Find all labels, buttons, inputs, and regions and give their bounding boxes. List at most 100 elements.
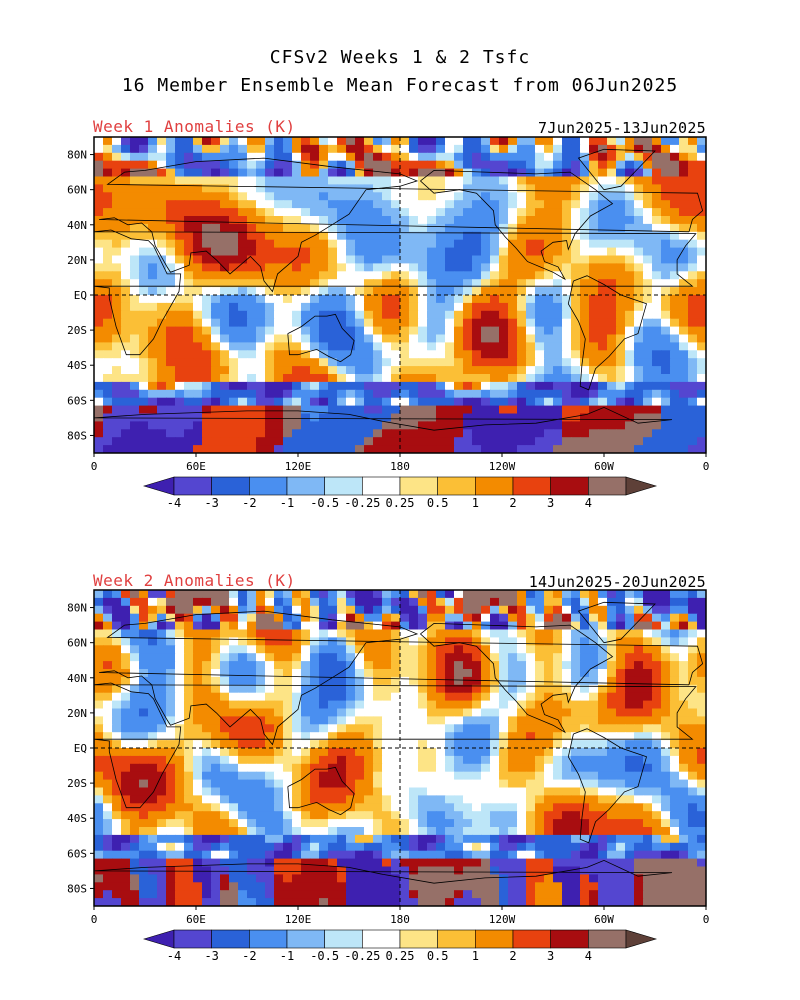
lat-tick-label: 80S: [67, 882, 87, 895]
colorbar-swatch: [362, 476, 401, 496]
colorbar-tick-label: -4: [167, 496, 181, 510]
colorbar: -4 -3 -2 -1 -0.5 -0.25 0.25 0.5 1 2 3 4: [142, 929, 658, 963]
panel-2-dates: 14Jun2025-20Jun2025: [528, 573, 706, 591]
colorbar-tick-label: -2: [242, 949, 256, 963]
colorbar-tick-label: 2: [509, 496, 516, 510]
colorbar-tick-label: -3: [204, 496, 218, 510]
figure-subtitle: 16 Member Ensemble Mean Forecast from 06…: [121, 75, 679, 96]
lon-tick-label: 60E: [186, 460, 206, 473]
colorbar-tick-label: 3: [547, 496, 554, 510]
colorbar-low-arrow: [142, 476, 175, 496]
colorbar: -4 -3 -2 -1 -0.5 -0.25 0.25 0.5 1 2 3 4: [142, 476, 658, 510]
colorbar-tick-label: -0.25: [344, 949, 380, 963]
lon-tick-label: 0: [91, 460, 98, 473]
lon-tick-label: 120W: [489, 460, 516, 473]
colorbar-tick-label: 4: [585, 949, 592, 963]
panel-1-title: Week 1 Anomalies (K): [93, 117, 296, 136]
lat-tick-label: 60N: [67, 184, 87, 197]
colorbar-swatch: [286, 929, 325, 949]
lon-tick-label: 0: [703, 460, 710, 473]
colorbar-high-arrow: [625, 929, 658, 949]
colorbar-tick-label: -1: [280, 949, 294, 963]
colorbar-swatch: [286, 476, 325, 496]
colorbar-tick-label: 4: [585, 496, 592, 510]
panel-2-title: Week 2 Anomalies (K): [93, 571, 296, 590]
colorbar-swatch: [173, 929, 212, 949]
colorbar-swatch: [512, 476, 551, 496]
lat-tick-label: 80N: [67, 602, 87, 615]
lat-tick-label: 40S: [67, 812, 87, 825]
colorbar-swatch: [324, 476, 363, 496]
colorbar-tick-label: -0.25: [344, 496, 380, 510]
lon-tick-label: 60W: [594, 460, 614, 473]
colorbar-tick-label: -0.5: [310, 949, 339, 963]
colorbar-swatch: [249, 929, 288, 949]
lon-tick-label: 0: [91, 913, 98, 926]
lon-tick-label: 0: [703, 913, 710, 926]
colorbar-swatch: [249, 476, 288, 496]
colorbar-tick-label: 0.5: [427, 496, 449, 510]
lat-tick-label: 20N: [67, 254, 87, 267]
lon-tick-label: 120E: [285, 460, 312, 473]
colorbar-tick-label: -4: [167, 949, 181, 963]
colorbar-tick-label: 1: [472, 949, 479, 963]
lon-tick-label: 180: [390, 460, 410, 473]
anomaly-field: [94, 590, 706, 906]
coastlines: [94, 148, 704, 431]
lat-tick-label: 40S: [67, 359, 87, 372]
colorbar-swatch: [588, 929, 627, 949]
lon-tick-label: 60E: [186, 913, 206, 926]
colorbar-swatch: [399, 929, 438, 949]
anomaly-field: [94, 137, 706, 453]
colorbar-swatch: [550, 929, 589, 949]
colorbar-swatch: [211, 929, 250, 949]
colorbar-low-arrow: [142, 929, 175, 949]
lat-tick-label: 20S: [67, 777, 87, 790]
colorbar-tick-label: 0.25: [386, 949, 415, 963]
lon-tick-label: 180: [390, 913, 410, 926]
colorbar-swatch: [475, 929, 514, 949]
colorbar-high-arrow: [625, 476, 658, 496]
colorbar-swatch: [211, 476, 250, 496]
colorbar-tick-label: -2: [242, 496, 256, 510]
lat-tick-label: 40N: [67, 219, 87, 232]
colorbar-tick-label: 1: [472, 496, 479, 510]
figure-title: CFSv2 Weeks 1 & 2 Tsfc: [269, 47, 531, 68]
lon-tick-label: 120W: [489, 913, 516, 926]
colorbar-swatch: [437, 476, 476, 496]
lon-tick-label: 60W: [594, 913, 614, 926]
lat-tick-label: 60N: [67, 637, 87, 650]
colorbar-tick-label: 0.5: [427, 949, 449, 963]
lat-tick-label: 60S: [67, 394, 87, 407]
lat-tick-label: 80N: [67, 149, 87, 162]
colorbar-tick-label: -0.5: [310, 496, 339, 510]
lat-tick-label: 60S: [67, 847, 87, 860]
lat-tick-label: 20S: [67, 324, 87, 337]
colorbar-swatch: [324, 929, 363, 949]
colorbar-tick-label: 0.25: [386, 496, 415, 510]
lat-tick-label: EQ: [74, 742, 87, 755]
colorbar-tick-label: -1: [280, 496, 294, 510]
colorbar-tick-label: 3: [547, 949, 554, 963]
lon-tick-label: 120E: [285, 913, 312, 926]
colorbar-swatch: [173, 476, 212, 496]
colorbar-tick-label: 2: [509, 949, 516, 963]
colorbar-swatch: [588, 476, 627, 496]
lat-tick-label: 80S: [67, 429, 87, 442]
lat-tick-label: 40N: [67, 672, 87, 685]
colorbar-swatch: [437, 929, 476, 949]
lat-tick-label: 20N: [67, 707, 87, 720]
coastlines: [94, 601, 704, 884]
colorbar-swatch: [550, 476, 589, 496]
colorbar-tick-label: -3: [204, 949, 218, 963]
colorbar-swatch: [399, 476, 438, 496]
colorbar-swatch: [362, 929, 401, 949]
colorbar-swatch: [512, 929, 551, 949]
colorbar-swatch: [475, 476, 514, 496]
panel-1-dates: 7Jun2025-13Jun2025: [538, 119, 706, 137]
lat-tick-label: EQ: [74, 289, 87, 302]
